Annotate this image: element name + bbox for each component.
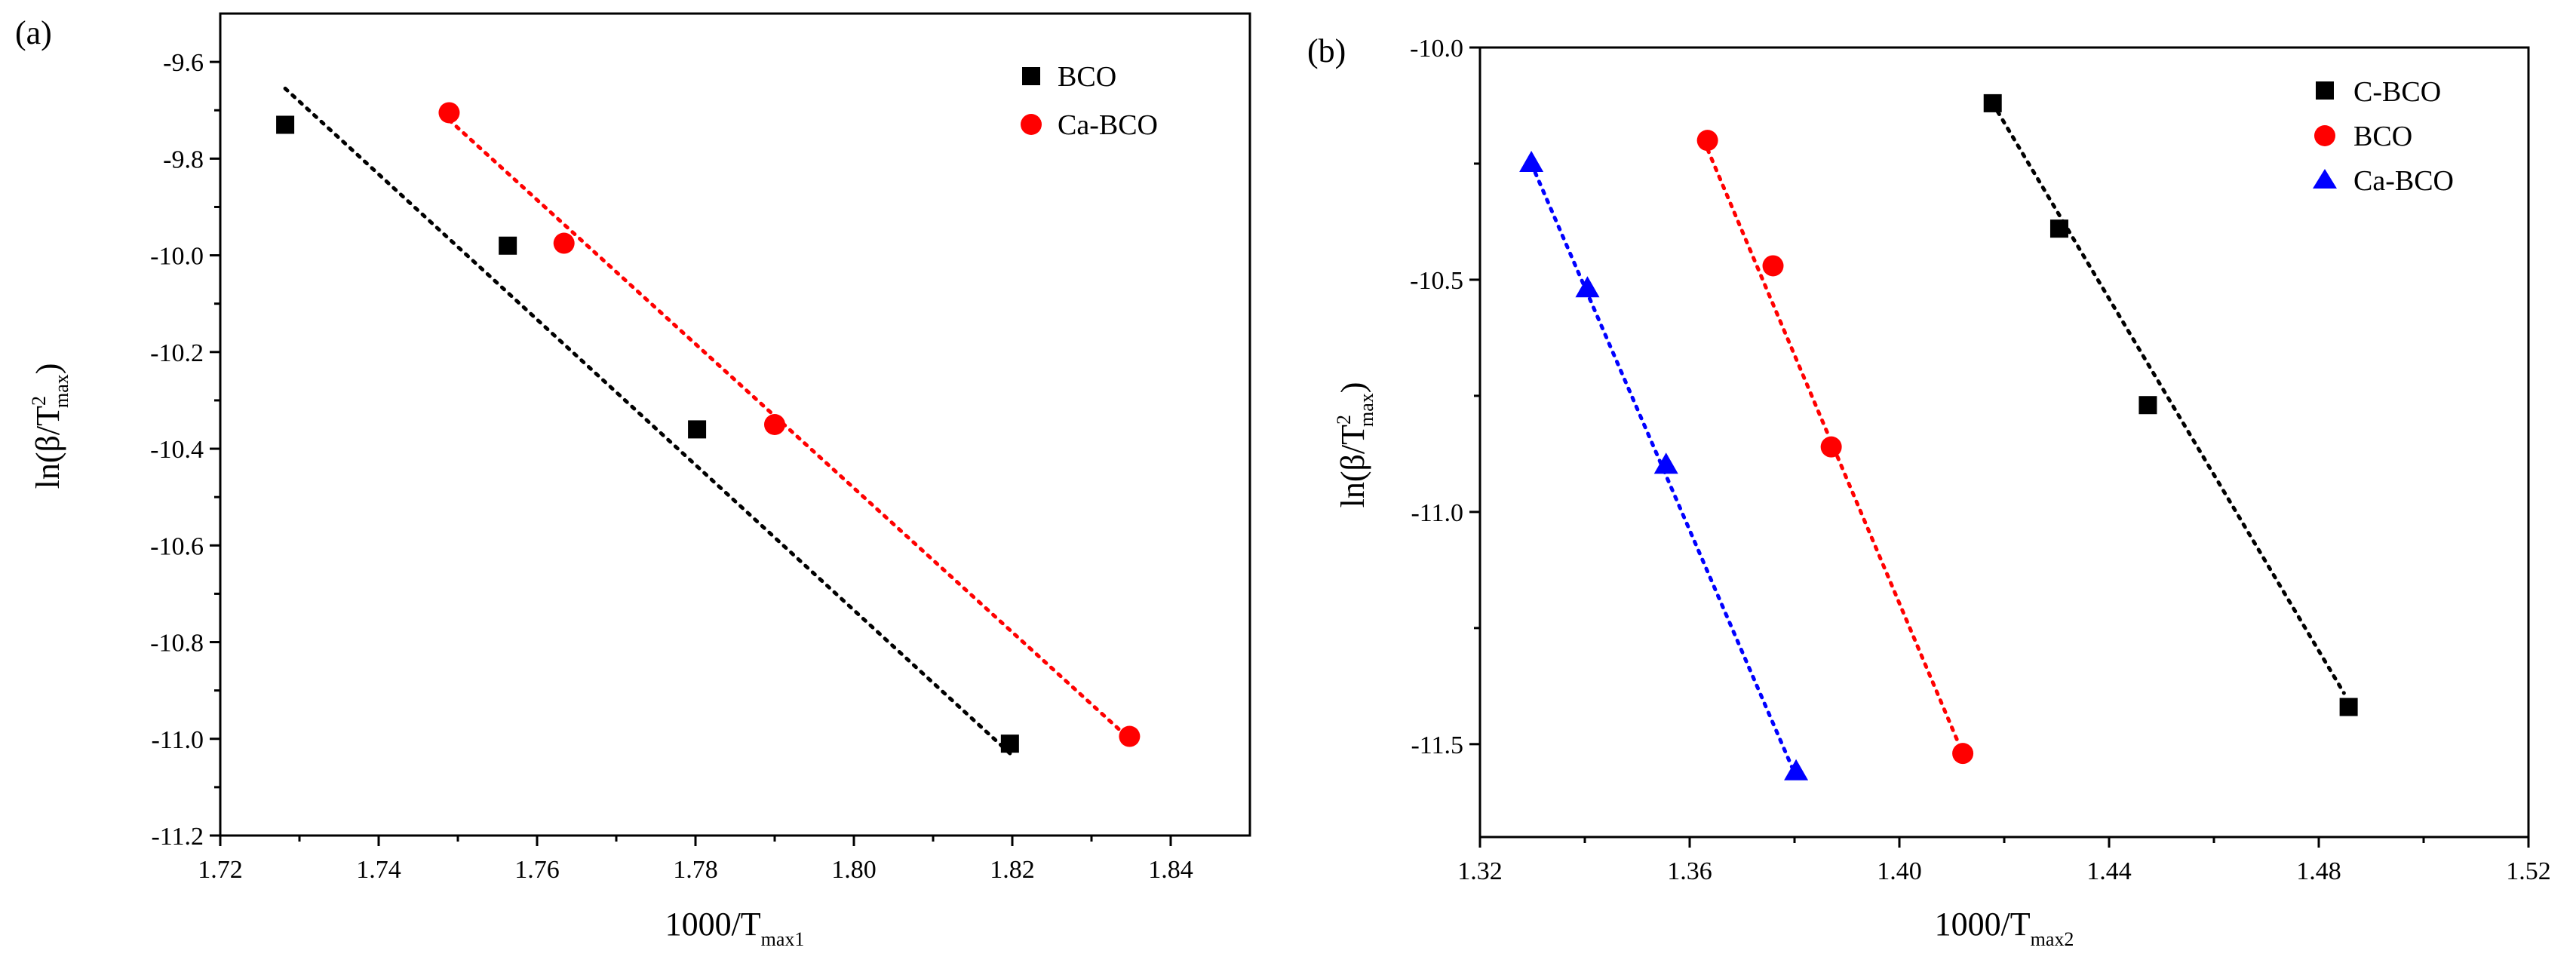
panel-a-y-tick-label: -10.2 <box>150 339 204 367</box>
panel-a-ca-bco-fit-line <box>447 118 1131 741</box>
panel-a-ca-bco-point <box>764 414 785 435</box>
panel-b-y-tick-label: -10.5 <box>1410 267 1463 295</box>
panel-a-y-axis-label: ln(β/T2max) <box>28 363 72 489</box>
legend-c-bco-marker <box>2316 81 2334 100</box>
panel-a-bco-point <box>499 236 517 255</box>
panel-a-y-tick-label: -10.8 <box>150 630 204 658</box>
panel-a-y-tick-label: -10.0 <box>150 243 204 271</box>
legend-c-bco-label: C-BCO <box>2353 76 2441 108</box>
panel-a-y-tick-label: -9.8 <box>163 146 204 173</box>
legend-bco-marker <box>1022 67 1040 85</box>
panel-b-c-bco-point <box>2138 396 2157 415</box>
panel-a-bco-point <box>276 115 295 134</box>
legend-bco-label: BCO <box>1058 61 1116 93</box>
panel-b-x-tick-label: 1.52 <box>2506 857 2551 885</box>
legend-bco-label: BCO <box>2353 121 2412 152</box>
panel-b-bco-point <box>1696 130 1718 152</box>
panel-b-y-tick-label: -11.0 <box>1411 499 1463 527</box>
panel-a-y-tick-label: -11.0 <box>151 726 204 754</box>
panel-b-y-axis-label: ln(β/T2max) <box>1333 382 1377 508</box>
panel-a-x-tick-label: 1.82 <box>990 856 1035 884</box>
panel-a-ca-bco-point <box>1119 725 1141 747</box>
panel-a-ca-bco-point <box>438 102 460 124</box>
panel-b-x-axis-label: 1000/Tmax2 <box>1935 906 2074 950</box>
legend-ca-bco-label: Ca-BCO <box>2353 165 2454 197</box>
panel-b-ticks: 1.32 1.36 1.40 1.44 1.48 1.52 -11.5 -11.0 -10.5 -… <box>1410 35 2551 885</box>
panel-b-bco-point <box>1762 255 1784 277</box>
panel-a-bco-point <box>1000 734 1019 753</box>
panel-a-y-tick-label: -10.4 <box>150 436 204 464</box>
panel-b-c-bco-point <box>1983 94 2002 112</box>
panel-b-x-tick-label: 1.40 <box>1877 857 1922 885</box>
panel-a-x-tick-label: 1.74 <box>356 856 401 884</box>
legend-ca-bco-label: Ca-BCO <box>1058 109 1158 141</box>
panel-a-x-tick-label: 1.78 <box>673 856 718 884</box>
panel-a-marks <box>276 86 1141 756</box>
panel-b-ca-bco-point <box>1575 276 1600 298</box>
panel-a-legend: BCO Ca-BCO <box>1021 61 1158 141</box>
panel-b-y-tick-label: -10.0 <box>1410 35 1463 63</box>
legend-ca-bco-marker <box>1021 114 1042 135</box>
panel-b-c-bco-point <box>2049 219 2068 238</box>
panel-b-bco-point <box>1820 436 1842 458</box>
panel-a-y-tick-label: -9.6 <box>163 49 204 77</box>
panel-b-x-tick-label: 1.48 <box>2296 857 2341 885</box>
panel-a-label: (a) <box>15 14 52 51</box>
panel-b-marks <box>1519 94 2358 780</box>
panel-a-y-tick-label: -11.2 <box>151 823 204 851</box>
panel-b-ca-bco-point <box>1653 452 1678 474</box>
legend-ca-bco-marker <box>2313 169 2337 189</box>
panel-b-y-tick-label: -11.5 <box>1411 731 1463 759</box>
panel-b-x-tick-label: 1.32 <box>1457 857 1503 885</box>
panel-b: (b) 1.32 1.36 1.40 1.44 1.48 1.52 -11.5 -11.0 -1… <box>1307 32 2551 950</box>
panel-b-ca-bco-point <box>1519 150 1544 172</box>
panel-a-bco-fit-line <box>283 86 1012 756</box>
panel-a-x-axis-label: 1000/Tmax1 <box>665 906 805 950</box>
panel-a-ca-bco-point <box>553 232 575 254</box>
panel-b-x-tick-label: 1.44 <box>2086 857 2132 885</box>
panel-b-c-bco-point <box>2339 698 2358 716</box>
panel-a-x-tick-label: 1.80 <box>831 856 877 884</box>
panel-a-x-tick-label: 1.76 <box>514 856 560 884</box>
panel-b-legend: C-BCO BCO Ca-BCO <box>2313 76 2454 197</box>
panel-a-y-tick-label: -10.6 <box>150 532 204 560</box>
panel-b-ca-bco-point <box>1784 759 1809 780</box>
panel-b-label: (b) <box>1307 32 1346 69</box>
panel-b-bco-point <box>1952 743 1974 765</box>
panel-b-c-bco-fit-line <box>1991 101 2346 695</box>
panel-a: (a) 1.72 1.74 1.76 1.78 1.80 1.82 1.84 -11.2 -11… <box>15 12 1251 950</box>
panel-a-frame <box>219 12 1251 837</box>
panel-a-x-tick-label: 1.84 <box>1148 856 1193 884</box>
legend-bco-marker <box>2314 125 2335 146</box>
panel-b-x-tick-label: 1.36 <box>1667 857 1712 885</box>
panel-a-ticks: 1.72 1.74 1.76 1.78 1.80 1.82 1.84 -11.2 -11.0 -1… <box>150 49 1193 884</box>
panel-a-x-tick-label: 1.72 <box>198 856 243 884</box>
panel-a-bco-point <box>688 420 707 439</box>
